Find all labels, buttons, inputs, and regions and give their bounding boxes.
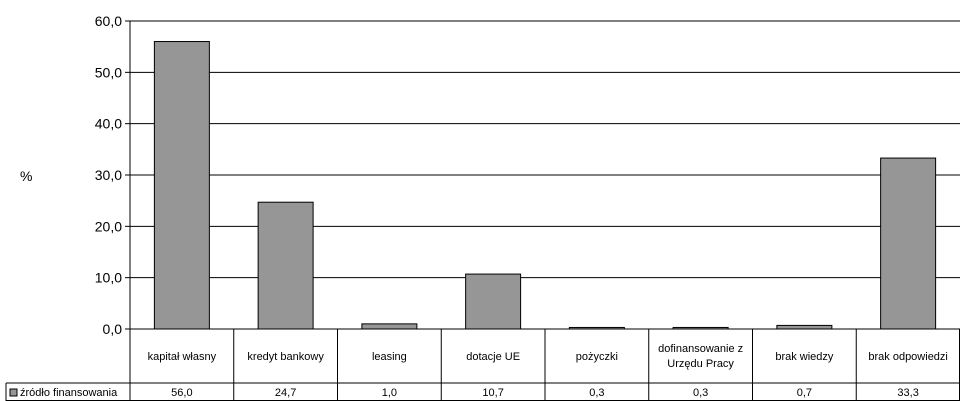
gridlines bbox=[130, 20, 960, 330]
bar bbox=[880, 157, 937, 330]
bar bbox=[776, 324, 833, 330]
y-tick-label: 10,0 bbox=[95, 270, 122, 286]
value-label: 24,7 bbox=[275, 387, 296, 399]
category-label: brak odpowiedzi bbox=[868, 351, 948, 363]
y-axis: 0,0 10,0 20,0 30,0 40,0 50,0 60,0 bbox=[95, 13, 131, 337]
value-label: 0,3 bbox=[693, 387, 708, 399]
legend-swatch bbox=[9, 388, 18, 397]
value-label: 1,0 bbox=[382, 387, 397, 399]
bars bbox=[153, 41, 937, 330]
value-label: 33,3 bbox=[897, 387, 918, 399]
category-label: dotacje UE bbox=[466, 351, 520, 363]
bar bbox=[153, 41, 210, 330]
y-tick-label: 60,0 bbox=[95, 13, 122, 29]
category-label: leasing bbox=[372, 351, 407, 363]
y-tick-label: 0,0 bbox=[103, 321, 123, 337]
category-label: brak wiedzy bbox=[775, 351, 834, 363]
category-label: dofinansowanie z Urzędu Pracy bbox=[658, 343, 743, 370]
value-label: 56,0 bbox=[171, 387, 192, 399]
data-table: kapitał własny kredyt bankowy leasing dotac… bbox=[5, 328, 960, 401]
y-tick-label: 30,0 bbox=[95, 167, 122, 183]
bar bbox=[465, 273, 522, 330]
y-tick-label: 50,0 bbox=[95, 64, 122, 80]
y-axis-label: % bbox=[20, 168, 32, 184]
value-label: 0,3 bbox=[589, 387, 604, 399]
category-label: kapitał własny bbox=[148, 351, 217, 363]
bar bbox=[257, 201, 314, 330]
legend-label: źródło finansowania bbox=[20, 387, 118, 399]
bar bbox=[361, 323, 418, 330]
category-label: kredyt bankowy bbox=[247, 351, 324, 363]
y-tick-label: 40,0 bbox=[95, 116, 122, 132]
value-label: 0,7 bbox=[797, 387, 812, 399]
value-label: 10,7 bbox=[482, 387, 503, 399]
category-label: pożyczki bbox=[576, 351, 618, 363]
y-tick-label: 20,0 bbox=[95, 218, 122, 234]
